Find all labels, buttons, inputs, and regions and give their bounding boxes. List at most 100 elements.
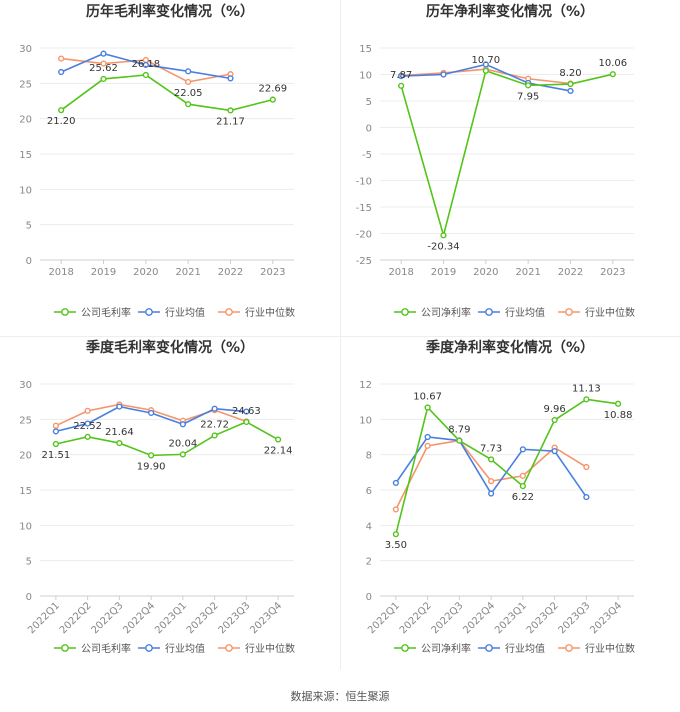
- x-tick-label: 2023: [600, 267, 625, 278]
- horizontal-divider: [0, 336, 680, 337]
- data-label: 21.64: [105, 427, 134, 438]
- data-point-avg: [211, 405, 218, 412]
- data-point-company: [609, 71, 616, 78]
- y-tick-label: 20: [19, 451, 32, 462]
- data-label: 10.06: [599, 58, 628, 69]
- data-point-median: [100, 60, 107, 67]
- legend-label: 行业中位数: [245, 306, 295, 319]
- x-tick-label: 2023Q1: [493, 600, 529, 636]
- data-point-avg: [567, 87, 574, 95]
- data-point-median: [424, 442, 431, 449]
- data-label: 21.20: [47, 116, 76, 127]
- data-point-company: [525, 82, 532, 89]
- y-tick-label: 5: [366, 97, 372, 108]
- y-tick-label: 30: [19, 380, 32, 391]
- y-tick-label: 12: [359, 380, 372, 391]
- data-label: 10.67: [413, 391, 442, 402]
- y-tick-label: 4: [366, 521, 372, 532]
- data-point-company: [424, 404, 431, 411]
- data-point-avg: [142, 61, 149, 69]
- data-point-company: [456, 437, 463, 444]
- y-tick-label: 10: [19, 185, 32, 196]
- x-tick-label: 2022Q1: [366, 600, 402, 636]
- vertical-divider: [340, 0, 341, 670]
- data-point-company: [142, 71, 149, 79]
- data-point-median: [185, 78, 192, 86]
- legend-swatch-marker: [145, 308, 153, 316]
- series-line-company: [395, 398, 619, 535]
- series-line-company: [55, 421, 279, 457]
- y-tick-label: 20: [19, 115, 32, 126]
- x-tick-label: 2022Q4: [461, 600, 497, 636]
- x-tick-label: 2022: [218, 267, 243, 278]
- data-point-avg: [100, 50, 107, 57]
- data-label: 19.90: [137, 461, 166, 472]
- data-point-company: [482, 67, 489, 74]
- data-point-median: [583, 463, 590, 471]
- y-tick-label: -25: [356, 256, 372, 267]
- data-point-avg: [392, 479, 399, 487]
- chart-title: 历年毛利率变化情况（%）: [86, 3, 254, 20]
- legend-swatch-marker: [485, 644, 493, 652]
- data-point-avg: [52, 428, 59, 435]
- y-tick-label: 5: [26, 557, 32, 568]
- data-point-avg: [424, 433, 431, 441]
- data-label: 22.14: [264, 446, 293, 457]
- data-point-avg: [179, 421, 186, 428]
- legend-swatch-marker: [565, 644, 573, 652]
- data-point-avg: [482, 61, 489, 68]
- data-point-avg: [488, 490, 495, 497]
- data-point-company: [185, 101, 192, 108]
- legend-swatch-marker: [145, 644, 153, 652]
- series-line-company: [400, 69, 614, 239]
- chart-annual-net-margin: 历年净利率变化情况（%） -25 -20 -15 -10 -5 0 5 10 15 2018 2019…: [356, 3, 635, 319]
- data-label: 7.95: [517, 91, 539, 102]
- x-tick-label: 2022Q2: [398, 600, 434, 636]
- x-tick-label: 2022Q1: [26, 600, 62, 636]
- x-tick-label: 2023Q1: [153, 600, 189, 636]
- data-label: 9.96: [543, 404, 565, 415]
- data-point-company: [551, 416, 558, 424]
- legend-label: 行业中位数: [245, 642, 295, 655]
- data-point-company: [269, 96, 276, 103]
- data-point-median: [52, 422, 59, 429]
- data-point-company: [583, 396, 590, 403]
- data-point-company: [100, 75, 107, 83]
- data-label: 20.04: [169, 438, 198, 449]
- data-point-median: [488, 478, 495, 485]
- y-tick-label: 0: [26, 592, 32, 603]
- data-label: 6.22: [512, 492, 534, 503]
- data-label: 10.70: [472, 55, 501, 66]
- legend-swatch-marker: [225, 644, 233, 652]
- x-tick-label: 2018: [388, 267, 413, 278]
- data-point-avg: [227, 75, 234, 82]
- legend-swatch-marker: [565, 308, 573, 316]
- chart-quarterly-gross-margin: 季度毛利率变化情况（%）0510152025302022Q12022Q22022…: [19, 339, 295, 655]
- legend-swatch-marker: [485, 308, 493, 316]
- y-tick-label: 15: [359, 44, 372, 55]
- data-point-company: [275, 436, 282, 443]
- data-point-avg: [116, 403, 123, 410]
- data-label: 26.18: [132, 59, 161, 70]
- legend-label: 公司毛利率: [81, 642, 131, 655]
- y-tick-label: 0: [366, 124, 372, 135]
- data-point-avg: [185, 68, 192, 75]
- x-tick-label: 2021: [515, 267, 540, 278]
- data-point-avg: [519, 446, 526, 453]
- x-tick-label: 2022Q2: [58, 600, 94, 636]
- legend-label: 公司毛利率: [81, 306, 131, 319]
- y-tick-label: 0: [26, 256, 32, 267]
- data-point-company: [52, 440, 59, 448]
- data-point-company: [227, 107, 234, 114]
- chart-title: 季度毛利率变化情况（%）: [85, 339, 254, 356]
- x-tick-label: 2022Q4: [121, 600, 157, 636]
- data-point-median: [84, 407, 91, 414]
- series-line-company: [60, 74, 274, 112]
- x-tick-label: 2022Q3: [430, 600, 466, 636]
- data-label: 22.05: [174, 88, 203, 99]
- x-tick-label: 2020: [473, 267, 498, 278]
- y-tick-label: 30: [19, 44, 32, 55]
- data-label: 22.69: [259, 84, 288, 95]
- y-tick-label: -20: [356, 230, 372, 241]
